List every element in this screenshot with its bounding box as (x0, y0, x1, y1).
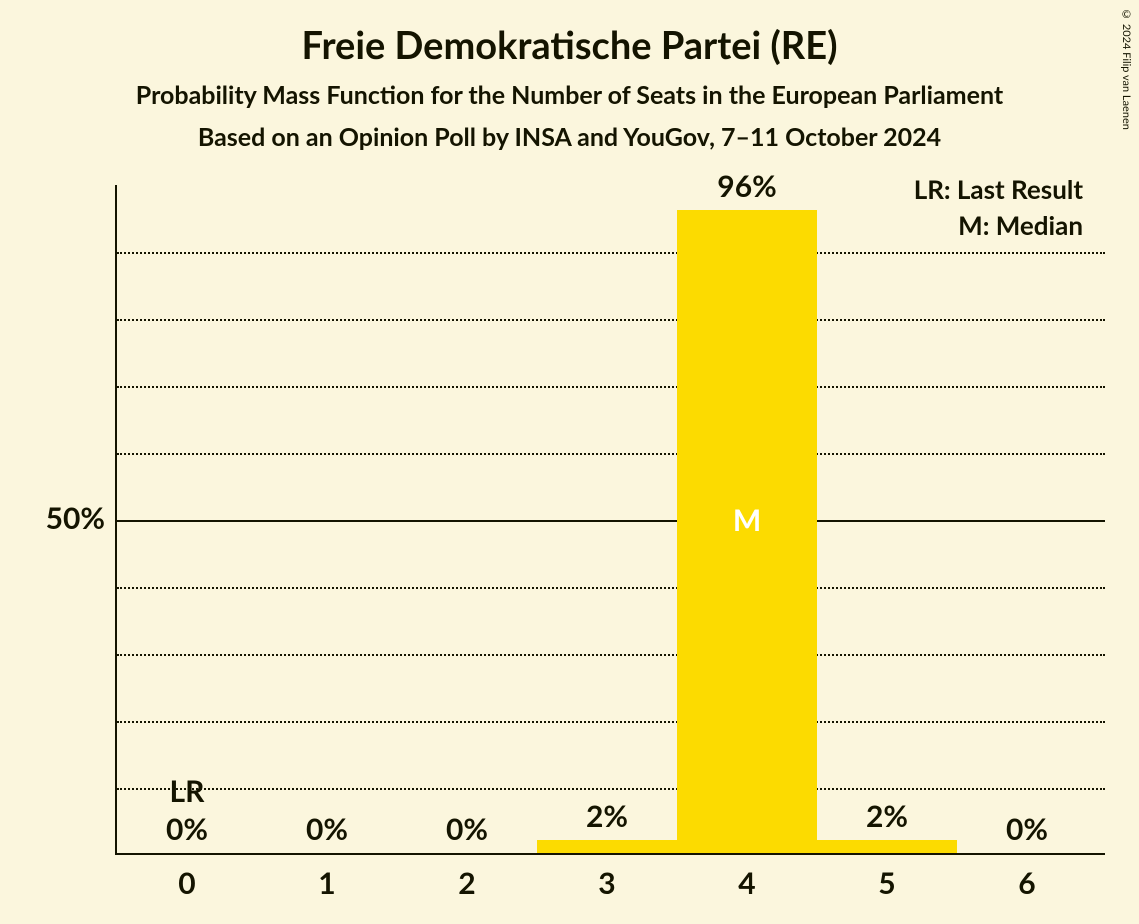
legend-m: M: Median (958, 209, 1083, 241)
grid-line-minor (117, 252, 1105, 254)
bar-value-label-2: 0% (397, 811, 537, 847)
x-tick-3: 3 (537, 865, 677, 901)
bar-marker-lr: LR (117, 773, 257, 809)
grid-line-minor (117, 654, 1105, 656)
y-axis-tick-50: 50% (15, 500, 105, 536)
x-tick-0: 0 (117, 865, 257, 901)
x-tick-6: 6 (957, 865, 1097, 901)
grid-line-minor (117, 319, 1105, 321)
chart-title: Freie Demokratische Partei (RE) (0, 0, 1139, 68)
grid-line-minor (117, 788, 1105, 790)
x-axis (115, 853, 1105, 855)
bar-value-label-5: 2% (817, 798, 957, 834)
bar-marker-m: M (677, 502, 817, 538)
chart-plot-area: 0%LR0%0%2%96%M2%0% 0123456 LR: Last Resu… (115, 185, 1105, 855)
x-tick-4: 4 (677, 865, 817, 901)
grid-line-minor (117, 587, 1105, 589)
chart-subtitle-2: Based on an Opinion Poll by INSA and You… (0, 110, 1139, 152)
bar-value-label-1: 0% (257, 811, 397, 847)
chart-subtitle-1: Probability Mass Function for the Number… (0, 68, 1139, 110)
x-tick-5: 5 (817, 865, 957, 901)
bar-5 (817, 840, 957, 853)
x-tick-2: 2 (397, 865, 537, 901)
grid-line-minor (117, 386, 1105, 388)
grid-line-major (117, 520, 1105, 522)
copyright-text: © 2024 Filip van Laenen (1120, 8, 1133, 130)
bar-3 (537, 840, 677, 853)
bar-value-label-4: 96% (677, 168, 817, 204)
grid-line-minor (117, 721, 1105, 723)
legend-lr: LR: Last Result (914, 173, 1083, 205)
bar-value-label-3: 2% (537, 798, 677, 834)
bar-value-label-6: 0% (957, 811, 1097, 847)
x-tick-1: 1 (257, 865, 397, 901)
bar-value-label-0: 0% (117, 811, 257, 847)
grid-line-minor (117, 453, 1105, 455)
